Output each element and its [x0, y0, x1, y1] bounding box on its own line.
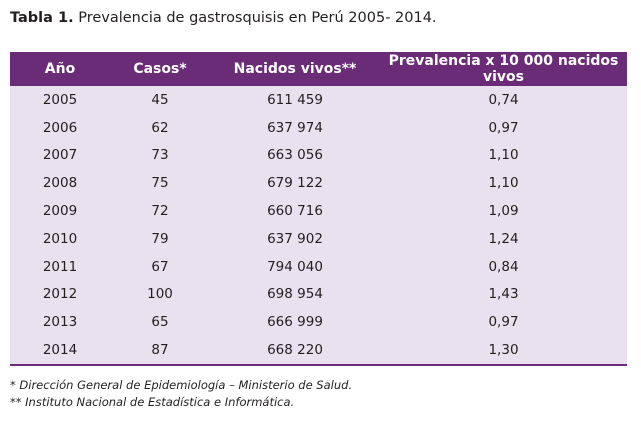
cell-nacidos-vivos: 666 999 [267, 314, 323, 331]
table-row: 2012 100 698 954 1,43 [10, 281, 627, 309]
cell-casos: 75 [151, 175, 169, 192]
cell-nacidos-vivos: 660 716 [267, 203, 323, 220]
table-row: 2011 67 794 040 0,84 [10, 253, 627, 281]
cell-ano: 2007 [42, 147, 78, 164]
cell-ano: 2006 [42, 119, 78, 136]
cell-nacidos-vivos: 668 220 [267, 342, 323, 359]
cell-ano: 2008 [42, 175, 78, 192]
cell-nacidos-vivos: 637 902 [267, 230, 323, 247]
cell-ano: 2010 [42, 230, 78, 247]
cell-ano: 2011 [42, 258, 78, 275]
footnotes: * Dirección General de Epidemiología – M… [10, 377, 352, 411]
cell-ano: 2005 [42, 91, 78, 108]
prevalence-table: Año Casos* Nacidos vivos** Prevalencia x… [10, 52, 627, 366]
header-casos: Casos* [133, 61, 187, 77]
caption-text: Prevalencia de gastrosquisis en Perú 200… [73, 10, 437, 26]
cell-casos: 62 [151, 119, 169, 136]
cell-ano: 2013 [42, 314, 78, 331]
cell-prevalencia: 1,10 [488, 175, 519, 192]
cell-nacidos-vivos: 611 459 [267, 91, 323, 108]
cell-nacidos-vivos: 794 040 [267, 258, 323, 275]
cell-casos: 72 [151, 203, 169, 220]
cell-prevalencia: 0,97 [488, 119, 519, 136]
table-row: 2013 65 666 999 0,97 [10, 308, 627, 336]
header-nacidos-vivos: Nacidos vivos** [233, 61, 357, 77]
cell-ano: 2009 [42, 203, 78, 220]
cell-prevalencia: 0,97 [488, 314, 519, 331]
cell-casos: 65 [151, 314, 169, 331]
cell-prevalencia: 1,24 [488, 230, 519, 247]
cell-prevalencia: 0,74 [488, 91, 519, 108]
cell-nacidos-vivos: 698 954 [267, 286, 323, 303]
table-row: 2010 79 637 902 1,24 [10, 225, 627, 253]
table-body: 2005 45 611 459 0,74 2006 62 637 974 0,97 2007 73… [10, 86, 627, 364]
cell-prevalencia: 1,30 [488, 342, 519, 359]
cell-casos: 79 [151, 230, 169, 247]
cell-casos: 87 [151, 342, 169, 359]
cell-prevalencia: 1,10 [488, 147, 519, 164]
cell-nacidos-vivos: 637 974 [267, 119, 323, 136]
table-header: Año Casos* Nacidos vivos** Prevalencia x… [10, 52, 627, 86]
table-row: 2008 75 679 122 1,10 [10, 169, 627, 197]
table-row: 2005 45 611 459 0,74 [10, 86, 627, 114]
header-ano: Año [44, 61, 76, 77]
cell-nacidos-vivos: 663 056 [267, 147, 323, 164]
cell-prevalencia: 0,84 [488, 258, 519, 275]
cell-nacidos-vivos: 679 122 [267, 175, 323, 192]
cell-ano: 2012 [42, 286, 78, 303]
table-caption: Tabla 1. Prevalencia de gastrosquisis en… [10, 8, 437, 28]
table-row: 2014 87 668 220 1,30 [10, 336, 627, 364]
header-prevalencia: Prevalencia x 10 000 nacidos vivos [388, 53, 619, 85]
cell-casos: 67 [151, 258, 169, 275]
footnote-2: ** Instituto Nacional de Estadística e I… [10, 395, 295, 409]
table-row: 2006 62 637 974 0,97 [10, 114, 627, 142]
cell-casos: 73 [151, 147, 169, 164]
cell-ano: 2014 [42, 342, 78, 359]
table-row: 2007 73 663 056 1,10 [10, 142, 627, 170]
cell-casos: 45 [151, 91, 169, 108]
cell-casos: 100 [147, 286, 173, 303]
table-row: 2009 72 660 716 1,09 [10, 197, 627, 225]
footnote-1: * Dirección General de Epidemiología – M… [10, 378, 353, 392]
cell-prevalencia: 1,43 [488, 286, 519, 303]
caption-lead: Tabla 1. [10, 10, 74, 26]
cell-prevalencia: 1,09 [488, 203, 519, 220]
